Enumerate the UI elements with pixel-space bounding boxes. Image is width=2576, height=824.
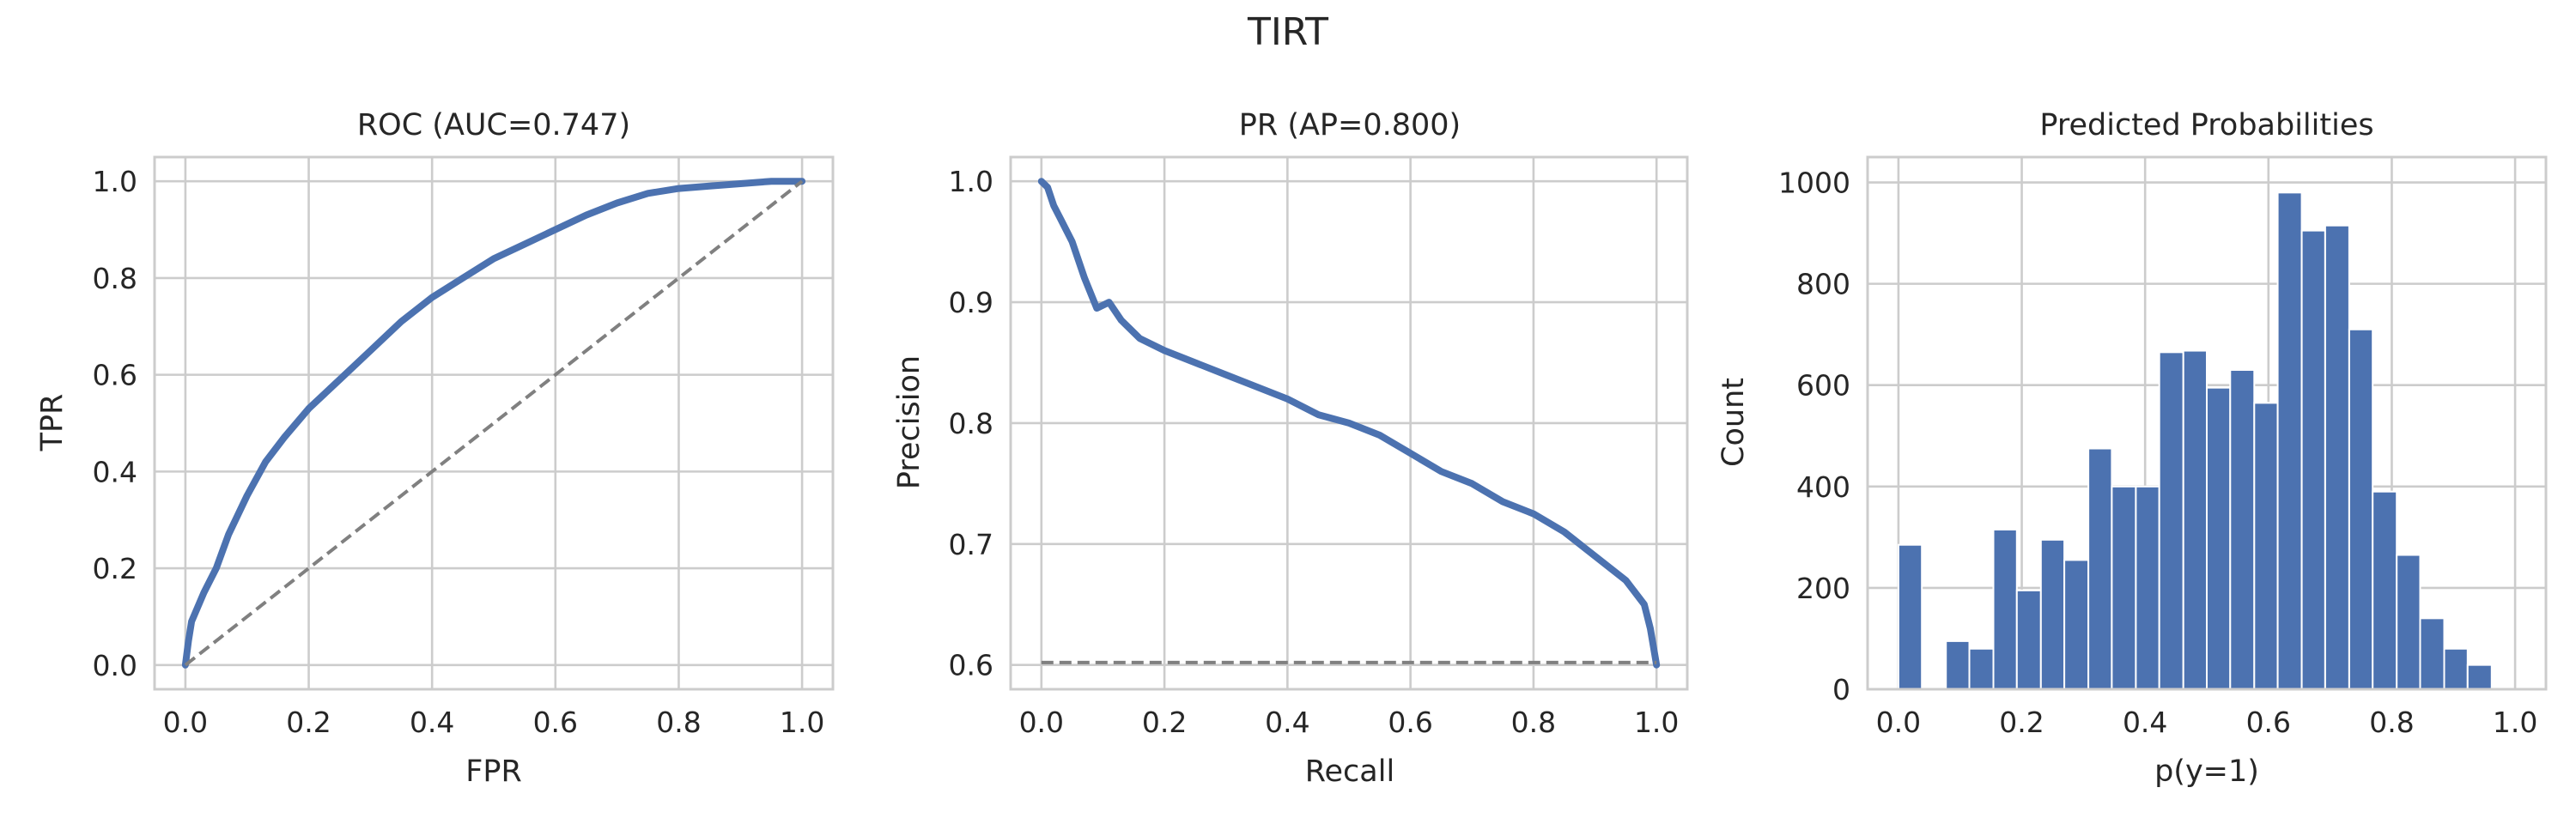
- figure-title: TIRT: [1247, 10, 1328, 54]
- histogram-bar-17: [2300, 229, 2326, 691]
- pr-xtick-label: 0.8: [1511, 706, 1556, 739]
- histogram-ytick-label: 600: [1796, 369, 1850, 403]
- histogram-bar-11: [2158, 351, 2184, 690]
- histogram-ytick-label: 200: [1796, 572, 1850, 605]
- roc-ytick-label: 1.0: [93, 165, 137, 198]
- histogram-xtick-label: 0.2: [1999, 706, 2044, 739]
- pr-curve: [1037, 178, 1661, 669]
- pr-xtick-label: 0.4: [1265, 706, 1309, 739]
- pr-xtick-label: 0.0: [1019, 706, 1064, 739]
- roc-baseline-line: [184, 179, 804, 667]
- roc-xtick-label: 1.0: [780, 706, 824, 739]
- histogram-title: Predicted Probabilities: [2039, 108, 2373, 142]
- histogram-ylabel: Count: [1716, 378, 1751, 467]
- histogram-axes-frame: [1866, 155, 2548, 691]
- roc-gridlines: [155, 157, 833, 689]
- histogram-ytick-label: 800: [1796, 268, 1850, 301]
- histogram-bar-7: [2063, 559, 2090, 691]
- roc-panel: ROC (AUC=0.747) FPR TPR 0.0 0.2 0.4 0.6 0.8 1…: [35, 108, 835, 789]
- roc-ytick-label: 0.6: [93, 359, 137, 392]
- histogram-bar-4: [1992, 529, 2018, 690]
- histogram-bar-23: [2443, 647, 2469, 690]
- histogram-xtick-label: 1.0: [2493, 706, 2537, 739]
- roc-axes-frame: [153, 155, 835, 691]
- histogram-bar-3: [1968, 647, 1995, 690]
- roc-curve: [181, 178, 806, 669]
- histogram-bar-10: [2135, 485, 2160, 690]
- roc-xtick-label: 0.4: [410, 706, 454, 739]
- roc-xtick-label: 0.0: [163, 706, 208, 739]
- pr-ytick-label: 0.8: [949, 407, 993, 440]
- pr-ytick-label: 0.6: [949, 649, 993, 682]
- histogram-ytick-label: 400: [1796, 470, 1850, 504]
- histogram-bar-20: [2372, 490, 2398, 691]
- histogram-bar-14: [2229, 369, 2256, 690]
- pr-axes-frame: [1009, 155, 1689, 691]
- roc-title: ROC (AUC=0.747): [357, 108, 630, 142]
- roc-xtick-label: 0.2: [286, 706, 331, 739]
- histogram-bar-8: [2087, 447, 2113, 690]
- pr-title: PR (AP=0.800): [1239, 108, 1461, 142]
- histogram-bar-6: [2039, 538, 2066, 690]
- histogram-bar-5: [2015, 589, 2042, 690]
- roc-ytick-label: 0.0: [93, 649, 137, 682]
- pr-ytick-label: 0.7: [949, 528, 993, 561]
- histogram-bar-18: [2324, 224, 2350, 690]
- histogram-xtick-label: 0.4: [2123, 706, 2167, 739]
- roc-ytick-label: 0.8: [93, 262, 137, 295]
- pr-xtick-label: 1.0: [1634, 706, 1679, 739]
- histogram-bar-24: [2466, 663, 2493, 691]
- pr-xlabel: Recall: [1305, 754, 1394, 789]
- histogram-ytick-label: 0: [1832, 673, 1850, 706]
- histogram-bar-19: [2348, 328, 2374, 690]
- histogram-xtick-label: 0.0: [1876, 706, 1921, 739]
- roc-ytick-label: 0.4: [93, 455, 137, 488]
- pr-panel: PR (AP=0.800) Recall Precision 0.0 0.2 0.4…: [892, 108, 1689, 789]
- histogram-bar-16: [2276, 191, 2303, 691]
- histogram-panel: Predicted Probabilities p(y=1) Count 0.0…: [1716, 108, 2548, 789]
- histogram-ytick-label: 1000: [1778, 167, 1850, 200]
- roc-xlabel: FPR: [465, 754, 522, 789]
- histogram-bar-21: [2396, 554, 2421, 690]
- roc-ytick-label: 0.2: [93, 552, 137, 585]
- histogram-xtick-label: 0.8: [2369, 706, 2414, 739]
- histogram-bar-15: [2253, 402, 2279, 690]
- histogram-xtick-label: 0.6: [2246, 706, 2291, 739]
- histogram-bar-13: [2206, 386, 2232, 690]
- pr-ylabel: Precision: [892, 355, 927, 489]
- histogram-bar-22: [2419, 617, 2445, 690]
- pr-xtick-label: 0.2: [1142, 706, 1187, 739]
- roc-xtick-label: 0.8: [656, 706, 701, 739]
- roc-ylabel: TPR: [35, 394, 70, 452]
- pr-xtick-label: 0.6: [1388, 706, 1432, 739]
- roc-xtick-label: 0.6: [533, 706, 578, 739]
- histogram-xlabel: p(y=1): [2154, 754, 2259, 789]
- histogram-bar-12: [2182, 349, 2208, 690]
- histogram-bar-0: [1897, 543, 1923, 691]
- pr-ytick-label: 0.9: [949, 286, 993, 319]
- histogram-bars: [1897, 191, 2493, 691]
- pr-ytick-label: 1.0: [949, 165, 993, 198]
- histogram-bar-2: [1945, 639, 1971, 691]
- histogram-bar-9: [2111, 485, 2137, 690]
